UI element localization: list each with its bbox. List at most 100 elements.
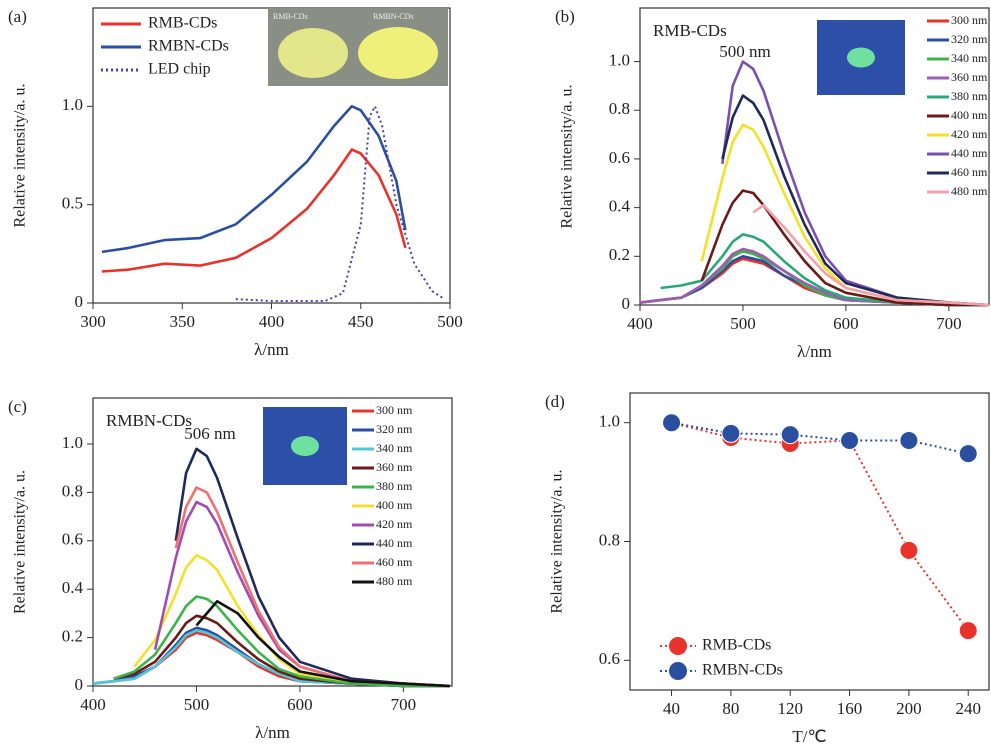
legend-label: 480 nm [951,184,988,198]
series-line [671,421,970,632]
peak-annotation: 506 nm [184,424,235,443]
y-tick-label: 0 [75,292,84,311]
data-point [840,431,860,451]
y-tick-label: 1.0 [599,412,620,431]
x-tick-label: 600 [833,314,859,333]
legend-label: 320 nm [376,422,413,436]
data-point [721,423,741,443]
legend-label: 460 nm [376,555,413,569]
legend-label: 300 nm [376,403,413,417]
x-tick-label: 300 [80,312,106,331]
series-line [174,447,450,688]
y-tick-label: 0.6 [62,530,83,549]
legend-label: 360 nm [951,70,988,84]
y-tick-label: 0.8 [599,530,620,549]
inset-glow [291,436,319,456]
y-tick-label: 0 [75,675,84,694]
series-line [639,250,989,307]
y-tick-label: 1.0 [609,50,630,69]
x-tick-label: 200 [896,699,922,718]
y-tick-label: 0.4 [609,197,631,216]
legend-label: 480 nm [376,574,413,588]
inset-powder [358,27,438,79]
x-tick-label: 80 [722,699,739,718]
inset-powder [278,28,348,78]
series-line [700,189,989,307]
legend-label: 440 nm [951,146,988,160]
plot-frame [639,7,990,306]
y-axis-label: Relative intensity/a. u. [12,470,29,614]
panel-label: (d) [545,392,565,411]
legend-label: 320 nm [951,32,988,46]
legend-label: 400 nm [951,108,988,122]
legend-label: RMBN-CDs [702,662,783,679]
panel-title: RMB-CDs [653,21,727,40]
legend-label: 440 nm [376,536,413,550]
y-tick-label: 0.6 [599,649,620,668]
legend-label: 360 nm [376,460,413,474]
x-tick-label: 700 [936,314,962,333]
series-line [101,105,407,254]
x-tick-label: 350 [170,312,196,331]
x-tick-label: 700 [391,695,417,714]
x-tick-label: 120 [777,699,803,718]
legend-label: RMB-CDs [148,15,217,32]
x-tick-label: 40 [663,699,680,718]
inset-label: RMB-CDs [273,12,308,21]
panel-title: RMBN-CDs [106,411,192,430]
y-axis-label: Relative intensity/a. u. [549,470,566,614]
inset-glow [847,47,875,68]
y-tick-label: 1.0 [62,95,83,114]
x-tick-label: 240 [955,699,981,718]
x-tick-label: 400 [80,695,106,714]
y-axis-label: Relative intensity/a. u. [559,85,576,229]
data-point [780,425,800,445]
legend-marker [669,637,687,655]
x-tick-label: 400 [259,312,285,331]
legend-label: LED chip [148,61,211,78]
peak-annotation: 500 nm [719,42,770,61]
y-tick-label: 0.5 [62,194,83,213]
panel-label: (c) [8,397,27,416]
series-line [721,94,990,307]
legend-label: 420 nm [951,127,988,141]
x-tick-label: 400 [627,314,653,333]
series-line [195,600,450,688]
x-tick-label: 500 [437,312,463,331]
y-axis-label: Relative intensity/a. u. [12,84,29,228]
series-line [700,123,990,307]
y-tick-label: 0.4 [62,578,84,597]
legend-label: 340 nm [951,51,988,65]
x-tick-label: 500 [730,314,756,333]
y-tick-label: 1.0 [62,433,83,452]
series-line [752,203,990,307]
x-axis-label: T/℃ [792,727,826,746]
y-tick-label: 0.8 [62,481,83,500]
legend-label: 400 nm [376,498,413,512]
inset-label: RMBN-CDs [373,12,413,21]
series-line [101,148,407,273]
data-point [958,621,978,641]
y-tick-label: 0.8 [609,99,630,118]
legend-label: 380 nm [376,479,413,493]
x-axis-label: λ/nm [797,342,832,361]
x-axis-label: λ/nm [255,723,290,742]
series-line [660,233,989,307]
series-line [721,60,990,307]
x-tick-label: 600 [287,695,313,714]
x-tick-label: 450 [348,312,374,331]
panel-label: (a) [8,7,27,26]
legend-label: RMB-CDs [702,637,771,654]
data-point [958,444,978,464]
data-point [899,540,919,560]
x-tick-label: 500 [184,695,210,714]
legend-label: RMBN-CDs [148,38,229,55]
legend-label: 340 nm [376,441,413,455]
x-tick-label: 160 [837,699,863,718]
series-line [113,595,450,688]
series-line [639,247,989,307]
legend-marker [669,662,687,680]
legend-label: 380 nm [951,89,988,103]
